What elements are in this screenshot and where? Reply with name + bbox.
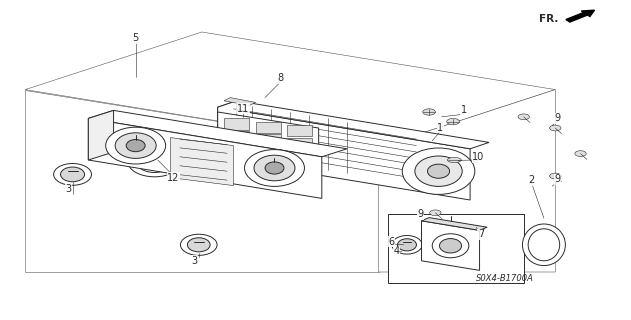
Polygon shape: [224, 98, 256, 106]
Text: 2: 2: [528, 175, 534, 185]
Ellipse shape: [423, 109, 435, 115]
Ellipse shape: [187, 238, 210, 252]
Polygon shape: [256, 122, 281, 133]
Polygon shape: [271, 148, 312, 157]
Ellipse shape: [115, 133, 156, 158]
Ellipse shape: [432, 234, 469, 258]
Polygon shape: [25, 32, 555, 147]
Ellipse shape: [550, 173, 561, 179]
Ellipse shape: [518, 114, 529, 120]
Polygon shape: [256, 134, 281, 146]
Ellipse shape: [254, 155, 295, 181]
Ellipse shape: [136, 151, 173, 172]
Polygon shape: [271, 161, 312, 170]
Bar: [388, 214, 524, 283]
Ellipse shape: [54, 164, 91, 185]
Polygon shape: [224, 146, 262, 155]
Ellipse shape: [427, 164, 449, 178]
Polygon shape: [422, 221, 480, 270]
Ellipse shape: [522, 224, 565, 266]
Text: 3: 3: [65, 184, 71, 194]
Polygon shape: [88, 118, 322, 198]
Ellipse shape: [550, 125, 561, 131]
Ellipse shape: [61, 167, 85, 182]
Ellipse shape: [402, 148, 475, 194]
Text: 10: 10: [472, 152, 485, 163]
Ellipse shape: [106, 127, 165, 164]
Text: 7: 7: [478, 229, 484, 239]
Ellipse shape: [245, 150, 305, 186]
Ellipse shape: [265, 162, 284, 174]
Text: S0X4-B1700A: S0X4-B1700A: [476, 274, 534, 283]
Text: 1: 1: [437, 123, 444, 133]
Ellipse shape: [575, 151, 586, 156]
Ellipse shape: [415, 156, 462, 186]
Text: 5: 5: [133, 33, 139, 44]
Polygon shape: [224, 158, 262, 167]
Text: 4: 4: [393, 246, 399, 256]
Polygon shape: [224, 131, 249, 142]
Ellipse shape: [392, 236, 422, 254]
Ellipse shape: [126, 140, 145, 152]
Polygon shape: [218, 112, 319, 179]
Polygon shape: [224, 118, 249, 130]
Polygon shape: [287, 125, 312, 136]
Text: 3: 3: [191, 256, 198, 266]
Polygon shape: [218, 101, 489, 149]
Text: 11: 11: [237, 104, 249, 114]
Polygon shape: [25, 90, 379, 272]
Polygon shape: [170, 138, 233, 186]
Text: 9: 9: [418, 209, 424, 220]
Text: FR.: FR.: [539, 14, 558, 24]
Text: 8: 8: [278, 73, 284, 84]
Ellipse shape: [439, 239, 462, 253]
Polygon shape: [287, 138, 312, 149]
Text: 6: 6: [388, 236, 394, 247]
Polygon shape: [88, 110, 114, 160]
Text: 9: 9: [555, 113, 561, 124]
Ellipse shape: [398, 239, 416, 251]
Ellipse shape: [430, 210, 441, 216]
Polygon shape: [379, 90, 555, 272]
Polygon shape: [88, 110, 347, 157]
Ellipse shape: [180, 234, 217, 255]
Ellipse shape: [447, 157, 461, 163]
Text: 9: 9: [555, 174, 561, 184]
Polygon shape: [218, 107, 470, 200]
Polygon shape: [218, 101, 237, 158]
Polygon shape: [422, 218, 487, 230]
Ellipse shape: [447, 118, 459, 125]
FancyArrow shape: [566, 10, 594, 22]
Ellipse shape: [127, 147, 182, 177]
Text: 1: 1: [461, 105, 467, 116]
Ellipse shape: [528, 229, 560, 261]
Text: 12: 12: [167, 172, 180, 183]
